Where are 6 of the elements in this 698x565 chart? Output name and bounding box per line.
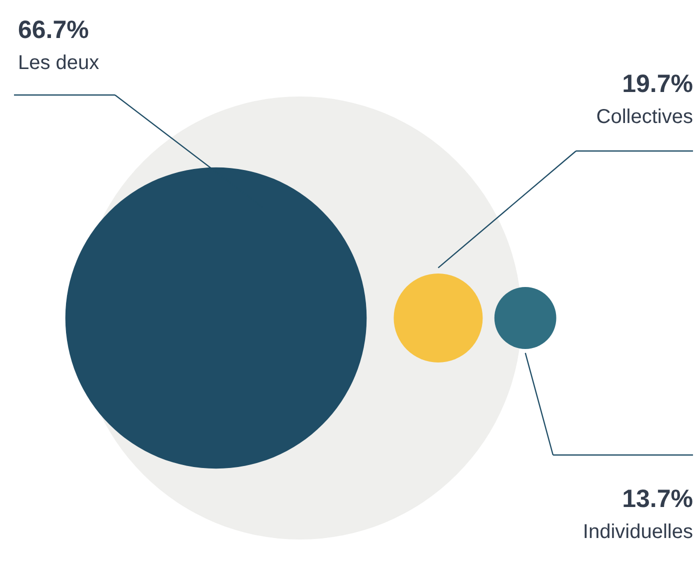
data-label: 13.7%: [622, 485, 693, 513]
category-label: Individuelles: [582, 521, 693, 543]
category-label: Collectives: [596, 106, 693, 128]
data-label: 19.7%: [622, 70, 693, 98]
category-label: Les deux: [18, 52, 100, 74]
data-label: 66.7%: [18, 16, 89, 44]
